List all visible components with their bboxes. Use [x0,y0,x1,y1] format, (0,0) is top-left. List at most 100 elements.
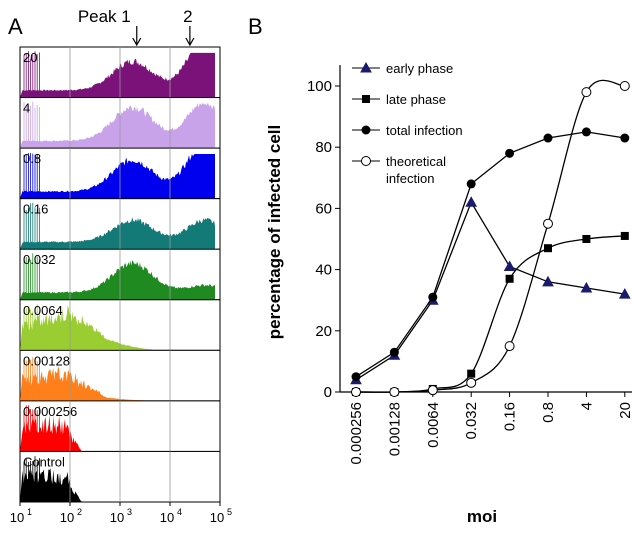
histogram-0.032: 0.032 [19,248,221,301]
panel-a-letter: A [8,14,23,39]
line-chart-axes: 0 20 40 60 80 100 0.000256 0.00128 0.0064 0.032 0.… [307,65,634,465]
data-point-open-circle [361,156,371,166]
x-tick-label: 0.000256 [348,402,365,465]
data-point-triangle [618,288,631,299]
data-point-circle [543,133,553,143]
histogram-moi-label: 0.00128 [23,353,70,368]
series-line [355,131,625,378]
histogram-x-tick-exponent: 1 [27,507,32,517]
histogram-0.16: 0.16 [19,198,221,250]
series-total-infection [351,127,630,382]
histogram-stack: 20 4 0.8 0.16 0.032 0.0064 0.00128 0.000256 Cont… [19,46,221,503]
histogram-moi-label: 20 [23,50,37,65]
line-chart-legend: early phase late phase total infection theo… [352,61,463,186]
histogram-moi-label: 0.000256 [23,404,77,419]
line-chart-x-label: moi [467,507,497,526]
data-point-circle [361,125,371,135]
histogram-moi-label: 0.16 [23,202,48,217]
histogram-area [20,468,215,502]
histogram-4: 4 [19,97,221,149]
data-point-circle [428,292,438,302]
data-point-open-circle [466,377,477,388]
histogram-moi-label: 0.032 [23,252,56,267]
series-line [355,200,625,381]
data-point-triangle [465,196,478,207]
histogram-moi-label: 4 [23,101,30,116]
data-point-square [544,244,552,253]
data-point-square [620,231,629,240]
histogram-area [20,305,215,351]
histogram-moi-label: 0.8 [23,151,41,166]
peak-arrow-head [132,37,142,47]
histogram-area [20,260,215,300]
y-tick-label: 20 [315,323,332,340]
legend-label: total infection [386,123,463,138]
histogram-x-tick-exponent: 3 [127,507,132,517]
y-tick-label: 60 [315,200,332,217]
data-point-open-circle [427,385,438,396]
legend-label: early phase [386,61,453,76]
x-tick-label: 4 [578,402,595,410]
peak-arrow-head [185,37,195,47]
panel-a: A Peak 1 2 20 4 0.8 0.16 0.032 0.0064 0.00128 0.… [8,7,232,525]
histogram-x-tick-exponent: 2 [77,507,82,517]
histogram-area [20,366,215,401]
data-point-open-circle [504,341,515,352]
data-point-square [582,235,591,243]
histogram-x-tick-exponent: 4 [177,507,182,517]
histogram-0.8: 0.8 [19,147,221,200]
histogram-area [20,414,215,452]
legend-item: early phase [352,61,453,76]
data-point-circle [620,133,630,143]
x-tick-label: 0.0064 [425,402,442,448]
histogram-x-tick-label: 10 [160,510,174,525]
x-tick-label: 0.8 [540,402,557,423]
histogram-20: 20 [19,46,221,99]
peak-labels: Peak 1 2 [78,7,195,47]
histogram-control: Control [19,450,221,503]
data-point-open-circle [581,87,592,98]
line-chart-y-label: percentage of infected cell [265,125,284,339]
data-point-circle [505,148,515,158]
histogram-moi-label: Control [23,454,65,469]
y-tick-label: 80 [315,139,332,156]
histogram-0.0064: 0.0064 [19,299,221,351]
x-tick-label: 0.032 [463,402,480,440]
data-point-open-circle [619,81,630,91]
data-point-open-circle [543,218,553,229]
data-point-circle [351,372,361,382]
data-point-circle [466,179,476,189]
histogram-area [20,52,215,98]
histogram-x-tick-label: 10 [60,510,74,525]
data-point-square [467,369,476,378]
peak-1-label: Peak 1 [78,7,131,26]
data-point-open-circle [351,387,361,397]
data-point-triangle [360,61,372,73]
data-point-triangle [580,281,593,293]
y-tick-label: 0 [324,384,332,401]
series-early-phase [350,196,631,385]
legend-label: theoretical [386,154,446,169]
data-point-square [362,95,370,103]
legend-label: infection [386,171,434,186]
histogram-x-tick-label: 10 [210,510,224,525]
legend-item: late phase [352,92,446,107]
legend-item: total infection [352,123,463,138]
histogram-moi-label: 0.0064 [23,303,63,318]
data-point-square [505,274,514,283]
x-tick-label: 0.00128 [386,402,403,456]
histogram-area [20,103,215,149]
y-tick-label: 100 [307,78,332,95]
legend-label: late phase [386,92,446,107]
panel-b-letter: B [248,14,263,39]
data-point-triangle [503,260,516,272]
histogram-0.00128: 0.00128 [19,349,221,402]
histogram-area [20,154,215,199]
y-tick-label: 40 [315,262,332,279]
series-line [355,235,625,393]
data-point-triangle [542,275,554,287]
histogram-x-tick-exponent: 5 [227,507,232,517]
line-chart-series [350,79,631,397]
histogram-area [20,217,215,250]
